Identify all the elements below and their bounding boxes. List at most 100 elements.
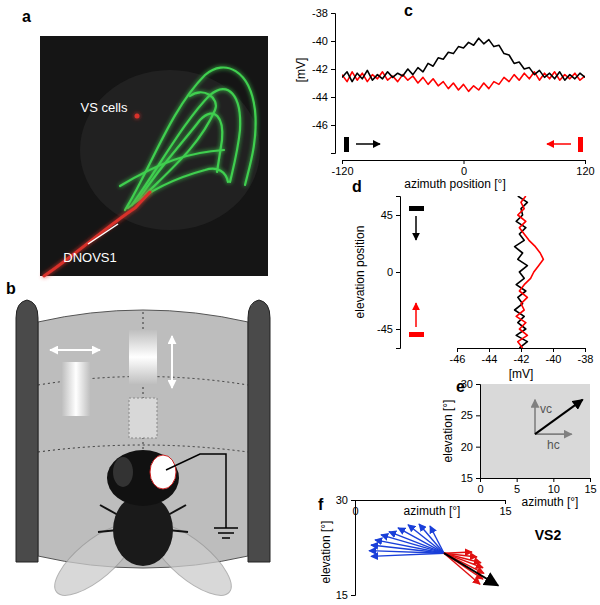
stimulus-bar	[409, 332, 424, 337]
ground-symbol	[214, 527, 238, 529]
tick-label: -38	[578, 353, 594, 365]
vector	[408, 525, 444, 554]
stimulus-arrow	[415, 303, 417, 327]
tick-label: 0	[461, 165, 467, 177]
vector	[371, 553, 444, 556]
vector	[534, 400, 536, 434]
arena-diagram	[16, 300, 270, 605]
tick: 0	[352, 500, 358, 517]
panel-label: a	[22, 8, 31, 25]
motion-arrow	[171, 336, 173, 388]
plot-area	[535, 400, 583, 434]
tick-mark	[331, 125, 335, 126]
tick-label: -42	[312, 63, 328, 75]
trace	[515, 196, 528, 348]
vector	[444, 553, 498, 585]
arena-screen	[38, 310, 248, 568]
dnovs1-cell	[44, 114, 150, 277]
tick-mark	[476, 415, 480, 416]
pointer-line	[88, 224, 118, 244]
tick-label: 45	[381, 209, 393, 221]
tick-label: -46	[312, 119, 328, 131]
stimulus-indicators	[344, 137, 583, 152]
tick-mark	[331, 41, 335, 42]
tick-mark	[585, 348, 586, 352]
ground-symbol	[222, 537, 230, 539]
stimulus-bar	[344, 137, 349, 152]
tick-label: -46	[450, 353, 466, 365]
plot-area	[342, 38, 585, 91]
tick-label: -38	[312, 7, 328, 19]
tick-mark	[342, 160, 343, 164]
tick-label: 20	[461, 441, 473, 453]
tick-label: 0	[387, 266, 393, 278]
axis-line	[331, 14, 336, 154]
figure: VS cellsDNOVS1-46-44-42-40-38-1200120azi…	[0, 0, 600, 605]
chart-3: 1530015azimuth [°]elevation [°]VS2	[319, 494, 561, 601]
tick: 15	[336, 589, 355, 601]
panel-label: b	[6, 280, 16, 297]
chart-0: -46 -44 -42 -40 -38 -120 0 120 azimuth position …	[294, 7, 595, 191]
motion-arrow	[50, 349, 100, 351]
axis-bottom: -46-44-42-40-38	[450, 348, 594, 365]
axis-line	[343, 161, 586, 165]
tick-label: -44	[312, 91, 328, 103]
image-label: DNOVS1	[63, 250, 116, 265]
tick: 25	[461, 409, 480, 421]
axis-title: azimuth [°]	[522, 495, 579, 509]
tick: -44	[312, 91, 335, 103]
tick-label: 0	[477, 483, 483, 495]
tick-mark	[480, 478, 481, 482]
plot-area	[515, 196, 544, 348]
axis-line	[396, 197, 401, 349]
tick-mark	[396, 272, 400, 273]
tick-mark	[590, 478, 591, 482]
tick: -40	[546, 348, 562, 365]
tick: -42	[514, 348, 530, 365]
tick-mark	[521, 348, 522, 352]
tick-label: -40	[312, 35, 328, 47]
axis-title: azimuth position [°]	[404, 177, 506, 191]
fly-head	[107, 450, 179, 506]
tick: 45	[381, 209, 400, 221]
stimulus-bar	[62, 362, 90, 416]
red-soma	[135, 114, 140, 119]
tick-mark	[489, 348, 490, 352]
axis-title: azimuth [°]	[404, 504, 461, 518]
tick-mark	[517, 478, 518, 482]
tick-label: 25	[461, 409, 473, 421]
vs-cell	[125, 68, 256, 210]
vector	[535, 400, 583, 434]
trace	[516, 196, 543, 348]
chart-2: vchc15202530051015azimuth [°]elevation […	[441, 378, 597, 509]
tick-label: 15	[584, 483, 596, 495]
tick-mark	[355, 500, 356, 504]
tick-label: 5	[514, 483, 520, 495]
tick-mark	[505, 500, 506, 504]
stimulus-field	[129, 398, 157, 438]
tick-mark	[396, 329, 400, 330]
arena-pillar	[248, 300, 270, 562]
axis-left: -46 -44 -42 -40 -38	[312, 7, 335, 153]
tick-label: 120	[576, 165, 594, 177]
vector	[381, 535, 444, 553]
tick: -46	[450, 348, 466, 365]
tick: -45	[377, 323, 400, 335]
tick-label: -120	[331, 165, 353, 177]
tick: 10	[548, 478, 560, 495]
tick: 0	[387, 266, 400, 278]
axis-title: [mV]	[509, 367, 534, 381]
plot-area	[369, 524, 498, 585]
tick: 5	[514, 478, 520, 495]
tick: 0	[461, 160, 467, 177]
vector	[535, 433, 572, 435]
vs-cell	[145, 92, 216, 195]
tick-mark	[476, 384, 480, 385]
fly-leg	[168, 505, 186, 515]
electrode	[166, 454, 226, 528]
tick-mark	[553, 478, 554, 482]
vector-labels: vchc	[540, 402, 560, 452]
stimulus-indicators	[409, 206, 424, 337]
tick-label: 15	[499, 505, 511, 517]
vector	[444, 553, 480, 584]
